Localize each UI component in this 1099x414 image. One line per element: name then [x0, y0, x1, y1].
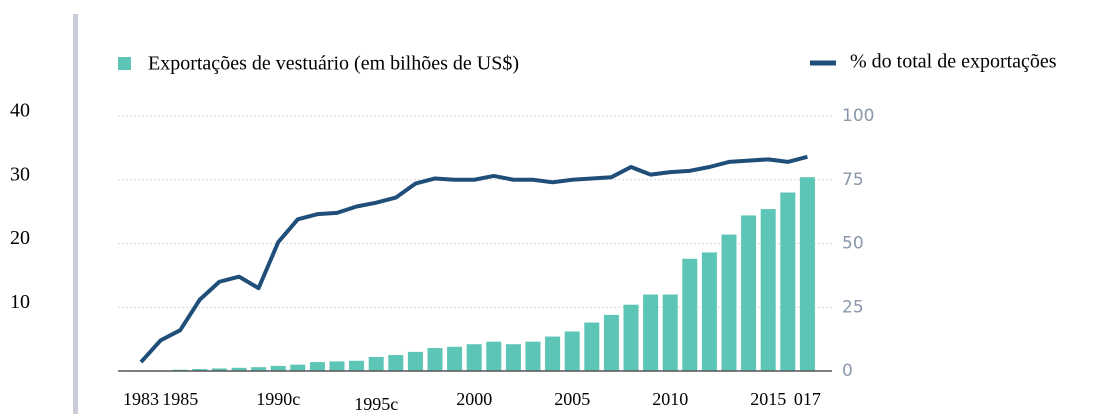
side-rule: [73, 14, 78, 414]
bar: [741, 215, 757, 371]
bar: [349, 360, 365, 371]
legend-swatch-bar: [118, 57, 131, 70]
bar: [643, 294, 659, 371]
bar: [329, 361, 345, 371]
x-tick-label: 1985: [162, 389, 198, 409]
bar: [211, 368, 227, 371]
bar: [603, 314, 619, 371]
bar: [192, 369, 208, 371]
x-tick-label: 017: [794, 389, 821, 409]
y-tick-label: 10: [10, 291, 30, 313]
bar: [721, 234, 737, 371]
bar: [545, 336, 561, 371]
x-tick-label: 1995c: [354, 394, 398, 414]
x-tick-label: 1990c: [256, 389, 300, 409]
bar: [466, 344, 482, 371]
bar: [427, 348, 443, 371]
bar: [505, 344, 521, 371]
y2-tick-label: 100: [842, 106, 874, 126]
legend-label: % do total de exportações: [850, 51, 1057, 73]
bar: [231, 367, 247, 371]
y-tick-label: 30: [10, 163, 30, 185]
y-tick-label: 40: [10, 100, 30, 122]
bar: [525, 341, 541, 371]
bar: [682, 258, 698, 371]
y2-tick-label: 50: [842, 234, 864, 254]
bar: [564, 331, 580, 371]
bar: [251, 367, 267, 371]
line: [139, 154, 808, 364]
bar: [486, 341, 502, 371]
bar: [270, 365, 286, 371]
bar: [780, 192, 796, 371]
x-tick-label: 1983: [123, 389, 159, 409]
y-tick-label: 20: [10, 227, 30, 249]
bar: [407, 351, 423, 371]
y2-tick-label: 25: [842, 297, 864, 317]
legend-label: Exportações de vestuário (em bilhões de …: [148, 53, 519, 75]
bar: [309, 362, 325, 371]
x-tick-label: 2005: [554, 389, 590, 409]
bar: [368, 356, 384, 371]
bar: [290, 364, 306, 371]
bar: [799, 177, 815, 371]
y2-tick-label: 75: [842, 170, 864, 190]
y2-tick-label: 0: [842, 361, 853, 381]
bar: [388, 355, 404, 371]
x-tick-label: 2000: [456, 389, 492, 409]
bar: [701, 252, 717, 371]
bar: [584, 322, 600, 371]
x-tick-label: 2015: [750, 389, 786, 409]
bar: [760, 209, 776, 371]
bar: [662, 294, 678, 371]
bar: [623, 304, 639, 371]
x-tick-label: 2010: [652, 389, 688, 409]
bar: [447, 346, 463, 371]
